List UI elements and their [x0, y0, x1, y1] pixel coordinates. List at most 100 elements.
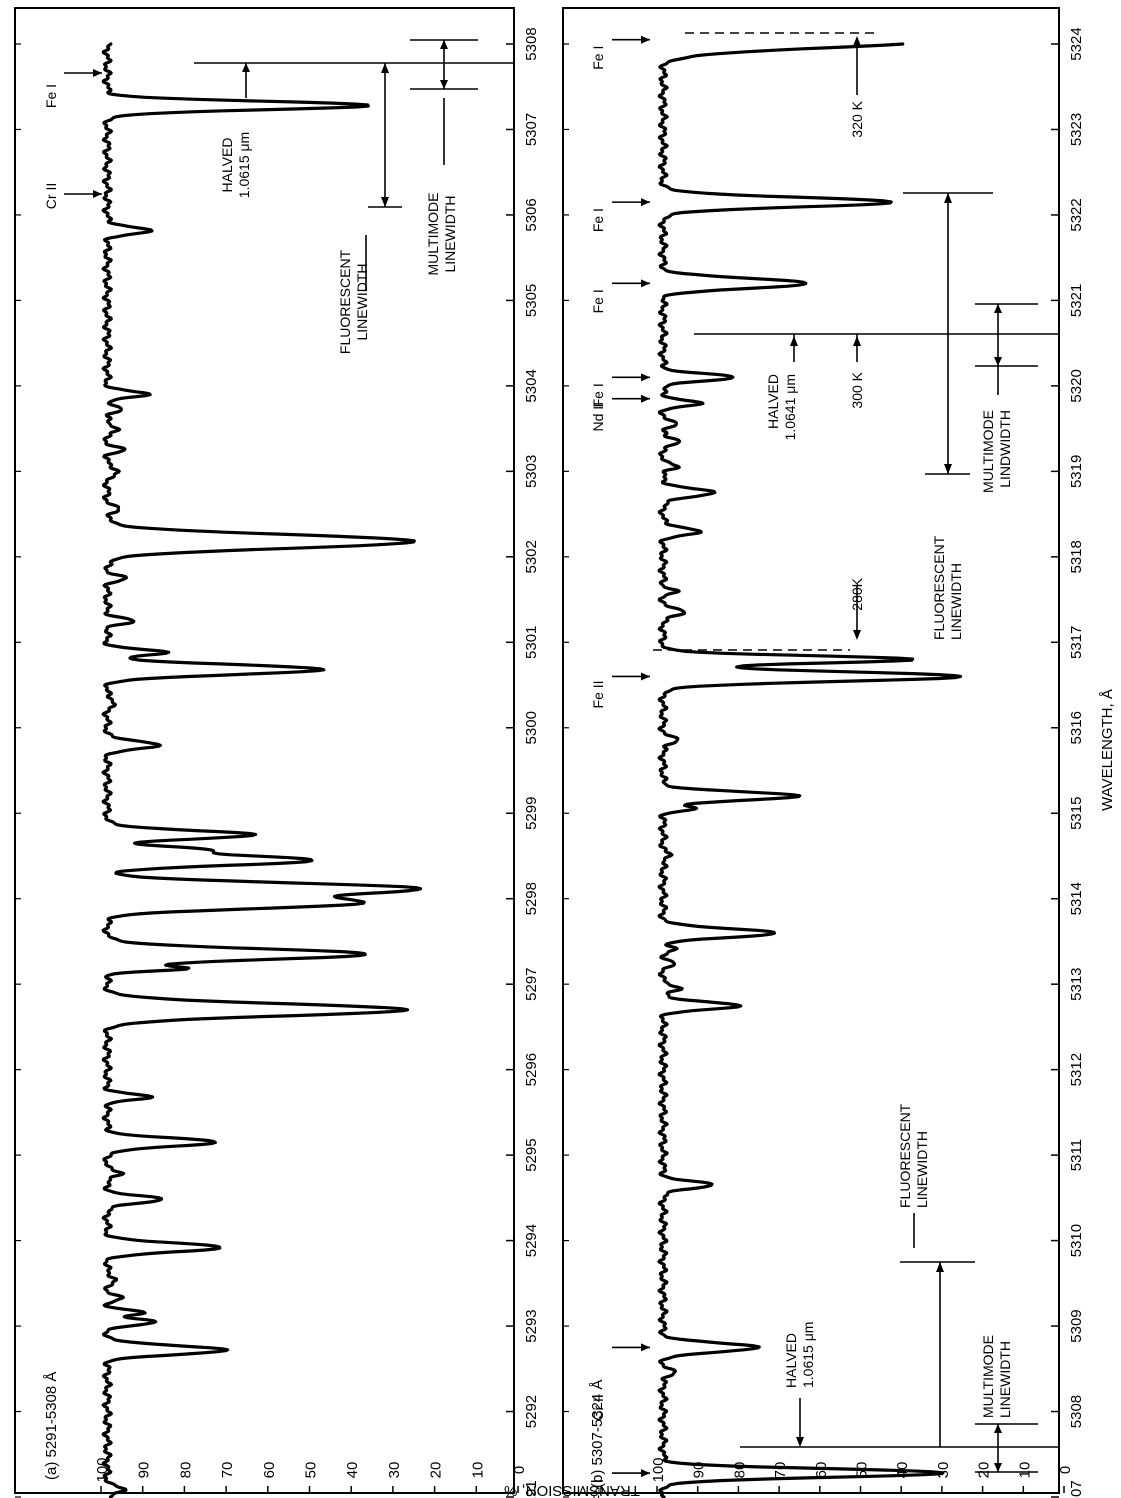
panel-a-spectrum-trace	[101, 42, 423, 1498]
panel-b-x-tick-label: 5312	[1068, 1053, 1085, 1086]
panel-a-fluorescent-label-2: LINEWIDTH	[354, 264, 370, 341]
panel-a-x-tick-label: 5293	[523, 1309, 540, 1342]
panel-a-fluorescent-arrow-down	[381, 197, 389, 207]
panel-a-x-tick-label: 5305	[523, 284, 540, 317]
panel-a-x-tick-label: 5294	[523, 1224, 540, 1257]
panel-b-x-tick-label: 5318	[1068, 540, 1085, 573]
panel-b-x-tick-label: 5324	[1068, 27, 1085, 60]
panel-a-x-axis: 5291 5292 5293 5294 5295 5296 5297 5298 5299 5300…	[15, 27, 540, 1498]
panel-a: 100 90 80 70 60 50 40 30 20 10 0 52915292529352945…	[14, 7, 540, 1498]
panel-a-x-tick-label: 5291	[523, 1480, 540, 1498]
panel-b-line-arrowhead	[641, 672, 650, 681]
panel-b-line-arrowhead	[641, 394, 650, 403]
panel-a-x-tick-label: 5304	[523, 369, 540, 402]
panel-a-halved-label-2: 1.0615 μm	[236, 132, 252, 198]
panel-b-y-tick-label: 20	[976, 1462, 993, 1479]
panel-a-fluorescent-arrow-up	[381, 63, 389, 73]
panel-a-label: (a) 5291-5308 Å	[43, 1372, 60, 1480]
panel-b-x-tick-label: 5307	[1068, 1480, 1085, 1498]
panel-b-fluorescent-label-right-2: LINEWIDTH	[948, 563, 964, 640]
panel-b-line-arrowhead	[641, 198, 650, 207]
panel-b-multimode-arrow-down-right	[994, 357, 1002, 366]
panel-a-halved-label-1: HALVED	[219, 138, 235, 193]
panel-a-x-tick-label: 5302	[523, 540, 540, 573]
panel-a-cr-ii-arrowhead	[93, 190, 102, 198]
panel-a-y-tick-label: 80	[177, 1462, 194, 1479]
panel-a-x-tick-label: 5295	[523, 1138, 540, 1171]
panel-a-x-tick-label: 5292	[523, 1395, 540, 1428]
panel-a-line-label-fe-i: Fe I	[43, 84, 59, 108]
panel-a-multimode-label-1: MULTIMODE	[425, 193, 441, 276]
panel-b-x-tick-label: 5311	[1068, 1139, 1085, 1171]
panel-a-halved-arrowhead	[242, 63, 250, 72]
panel-b-line-label: Fe I	[590, 208, 606, 232]
panel-a-y-tick-label: 60	[261, 1462, 278, 1479]
panel-a-multimode-label-2: LINEWIDTH	[442, 196, 458, 273]
panel-b-fluorescent-arrow-left	[936, 1262, 944, 1272]
panel-b-line-label: Fe I	[590, 383, 606, 407]
panel-a-multimode-arrow-down	[440, 80, 448, 89]
panel-a-fe-i-arrowhead	[93, 69, 102, 77]
panel-b-x-tick-label: 5317	[1068, 626, 1085, 659]
panel-b-y-tick-label: 30	[935, 1462, 952, 1479]
panel-b-halved-1061-arrowhead	[796, 1437, 804, 1447]
panel-a-x-tick-label: 5306	[523, 198, 540, 231]
panel-b-line-arrowhead	[641, 373, 650, 382]
panel-b-y-tick-label: 100	[650, 1457, 667, 1482]
panel-b-spectrum-trace	[657, 42, 963, 1498]
panel-a-x-tick-label: 5299	[523, 797, 540, 830]
panel-a-x-tick-label: 5298	[523, 882, 540, 915]
panel-a-y-tick-label: 40	[344, 1462, 361, 1479]
panel-a-line-label-cr-ii: Cr II	[43, 183, 59, 209]
panel-b-multimode-label-right-2: LINDWIDTH	[997, 410, 1013, 488]
panel-b-x-axis: 5307 5308 5309 5310 5311 5312 5313 5314 5315 5316…	[563, 27, 1085, 1498]
y-axis-title: TRANSMISSION, %	[504, 1482, 640, 1498]
panel-b-line-label: Cr II	[590, 1394, 606, 1420]
panel-a-y-tick-label: 50	[303, 1462, 320, 1479]
panel-b-x-tick-label: 5308	[1068, 1395, 1085, 1428]
panel-b-x-tick-label: 5320	[1068, 369, 1085, 402]
panel-a-y-tick-label: 90	[136, 1462, 153, 1479]
panel-b-fluorescent-label-left-2: LINEWIDTH	[914, 1131, 930, 1208]
panel-b-x-tick-label: 5310	[1068, 1224, 1085, 1257]
panel-b-x-tick-label: 5309	[1068, 1309, 1085, 1342]
panel-b-280k-arrowhead	[853, 630, 861, 640]
panel-b-line-arrowhead	[641, 1343, 650, 1352]
panel-b-fluorescent-label-left-1: FLUORESCENT	[897, 1103, 913, 1208]
panel-b-multimode-label-left-2: LINEWIDTH	[997, 1341, 1013, 1418]
panel-a-x-tick-label: 5297	[523, 967, 540, 1000]
panel-b-320k-label: 320 K	[849, 100, 865, 137]
x-axis-title: WAVELENGTH, Å	[1099, 689, 1116, 811]
panel-b-x-tick-label: 5314	[1068, 882, 1085, 915]
panel-b-fluorescent-arrow-down-right	[944, 464, 952, 474]
panel-a-y-tick-label: 20	[428, 1462, 445, 1479]
panel-b-y-tick-label: 70	[772, 1462, 789, 1479]
panel-b-y-tick-label: 10	[1016, 1462, 1033, 1479]
panel-b-x-tick-label: 5315	[1068, 797, 1085, 830]
panel-b-280k-label: 280K	[849, 577, 865, 610]
panel-b-y-tick-label: 80	[731, 1462, 748, 1479]
panel-b-halved-1064-arrowhead	[790, 336, 798, 346]
panel-a-fluorescent-label-1: FLUORESCENT	[337, 249, 353, 354]
panel-a-y-axis: 100 90 80 70 60 50 40 30 20 10 0	[94, 1457, 528, 1493]
panel-b-line-arrowhead	[641, 1469, 650, 1478]
panel-b-x-tick-label: 5313	[1068, 967, 1085, 1000]
panel-b-line-label: Fe II	[590, 680, 606, 708]
panel-a-x-tick-label: 5301	[523, 626, 540, 659]
panel-a-y-tick-label: 30	[386, 1462, 403, 1479]
panel-b-multimode-arrow-up-right	[994, 304, 1002, 313]
panel-b-x-tick-label: 5322	[1068, 198, 1085, 231]
panel-b-line-label: Fe I	[590, 1479, 606, 1498]
panel-b-x-tick-label: 5321	[1068, 284, 1085, 317]
panel-b-label: (b) 5307-5324 Å	[589, 1380, 606, 1488]
panel-b-halved-1061-label-2: 1.0615 μm	[800, 1322, 816, 1388]
panel-b-frame	[562, 7, 1060, 1494]
panel-a-x-tick-label: 5307	[523, 113, 540, 146]
panel-b-multimode-arrow-up-left	[994, 1424, 1002, 1433]
panel-a-y-tick-label: 70	[219, 1462, 236, 1479]
panel-b-fluorescent-label-right-1: FLUORESCENT	[931, 535, 947, 640]
panel-b-multimode-arrow-down-left	[994, 1463, 1002, 1472]
panel-a-x-tick-label: 5296	[523, 1053, 540, 1086]
